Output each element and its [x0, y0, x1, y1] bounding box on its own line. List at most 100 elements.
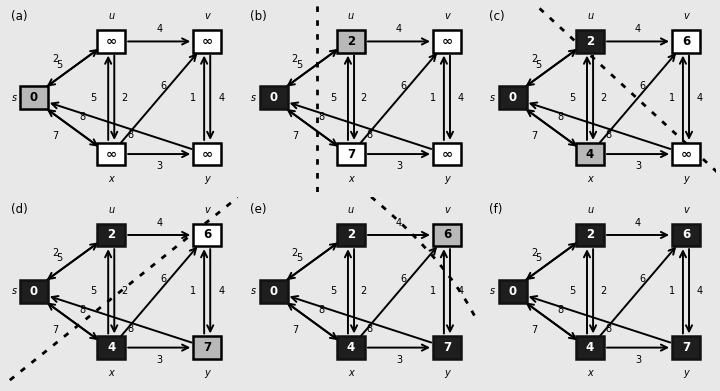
Text: 2: 2 [52, 248, 58, 258]
Text: s: s [490, 93, 495, 103]
Text: 2: 2 [361, 93, 367, 103]
Text: 3: 3 [635, 161, 641, 171]
Text: 1: 1 [190, 93, 197, 103]
FancyBboxPatch shape [576, 30, 604, 53]
Text: v: v [444, 204, 450, 215]
Text: 6: 6 [682, 228, 690, 242]
Text: x: x [109, 368, 114, 378]
Text: x: x [588, 174, 593, 185]
Text: s: s [12, 93, 17, 103]
FancyBboxPatch shape [193, 143, 221, 165]
Text: 8: 8 [558, 111, 564, 122]
Text: (b): (b) [251, 9, 267, 23]
Text: s: s [251, 286, 256, 296]
Text: 6: 6 [682, 35, 690, 48]
Text: 7: 7 [292, 131, 298, 141]
Text: 2: 2 [52, 54, 58, 64]
Text: u: u [348, 11, 354, 21]
FancyBboxPatch shape [672, 336, 700, 359]
Text: 8: 8 [79, 111, 85, 122]
Text: 8: 8 [606, 130, 612, 140]
Text: 7: 7 [682, 341, 690, 354]
FancyBboxPatch shape [260, 86, 288, 109]
Text: 0: 0 [270, 91, 278, 104]
Text: 0: 0 [30, 285, 38, 298]
FancyBboxPatch shape [337, 143, 365, 165]
Text: ∞: ∞ [106, 147, 117, 161]
Text: 5: 5 [297, 253, 302, 264]
Text: x: x [109, 174, 114, 185]
Text: 2: 2 [121, 286, 127, 296]
Text: 0: 0 [509, 285, 517, 298]
Text: u: u [108, 11, 114, 21]
Text: (c): (c) [490, 9, 505, 23]
FancyBboxPatch shape [576, 143, 604, 165]
Text: y: y [204, 368, 210, 378]
FancyBboxPatch shape [260, 280, 288, 303]
Text: 5: 5 [57, 60, 63, 70]
Text: x: x [588, 368, 593, 378]
Text: v: v [444, 11, 450, 21]
Text: s: s [251, 93, 256, 103]
Text: 3: 3 [635, 355, 641, 365]
Text: 4: 4 [586, 147, 594, 161]
Text: ∞: ∞ [441, 147, 452, 161]
FancyBboxPatch shape [499, 86, 527, 109]
Text: 7: 7 [52, 131, 58, 141]
Text: y: y [683, 368, 689, 378]
Text: 4: 4 [697, 286, 703, 296]
Text: 4: 4 [218, 286, 225, 296]
Text: s: s [490, 286, 495, 296]
Text: ∞: ∞ [441, 35, 452, 48]
Text: ∞: ∞ [106, 35, 117, 48]
Text: 2: 2 [586, 35, 594, 48]
FancyBboxPatch shape [97, 224, 125, 246]
FancyBboxPatch shape [337, 224, 365, 246]
Text: ∞: ∞ [202, 35, 212, 48]
Text: x: x [348, 368, 354, 378]
Text: 7: 7 [347, 147, 355, 161]
Text: 2: 2 [347, 228, 355, 242]
Text: 7: 7 [531, 325, 537, 335]
FancyBboxPatch shape [20, 280, 48, 303]
FancyBboxPatch shape [337, 30, 365, 53]
Text: v: v [204, 204, 210, 215]
Text: 6: 6 [161, 81, 167, 91]
Text: 7: 7 [52, 325, 58, 335]
Text: 4: 4 [586, 341, 594, 354]
Text: 7: 7 [531, 131, 537, 141]
FancyBboxPatch shape [97, 143, 125, 165]
Text: 5: 5 [570, 93, 575, 103]
FancyBboxPatch shape [576, 224, 604, 246]
Text: 8: 8 [606, 324, 612, 334]
FancyBboxPatch shape [433, 336, 461, 359]
Text: ∞: ∞ [202, 147, 212, 161]
Text: 6: 6 [400, 274, 407, 284]
Text: x: x [348, 174, 354, 185]
Text: 4: 4 [107, 341, 115, 354]
Text: 7: 7 [292, 325, 298, 335]
Text: 2: 2 [361, 286, 367, 296]
Text: 1: 1 [430, 286, 436, 296]
Text: (f): (f) [490, 203, 503, 216]
Text: 7: 7 [203, 341, 211, 354]
Text: 5: 5 [297, 60, 302, 70]
FancyBboxPatch shape [193, 30, 221, 53]
Text: 4: 4 [396, 24, 402, 34]
Text: 2: 2 [292, 248, 298, 258]
Text: (e): (e) [251, 203, 267, 216]
Text: 6: 6 [639, 274, 646, 284]
Text: 4: 4 [156, 218, 162, 228]
Text: v: v [204, 11, 210, 21]
FancyBboxPatch shape [193, 336, 221, 359]
FancyBboxPatch shape [672, 143, 700, 165]
Text: 0: 0 [270, 285, 278, 298]
Text: 4: 4 [635, 24, 641, 34]
Text: 2: 2 [347, 35, 355, 48]
Text: 4: 4 [635, 218, 641, 228]
Text: 6: 6 [639, 81, 646, 91]
Text: 2: 2 [586, 228, 594, 242]
Text: 2: 2 [292, 54, 298, 64]
Text: ∞: ∞ [680, 147, 691, 161]
Text: 7: 7 [443, 341, 451, 354]
